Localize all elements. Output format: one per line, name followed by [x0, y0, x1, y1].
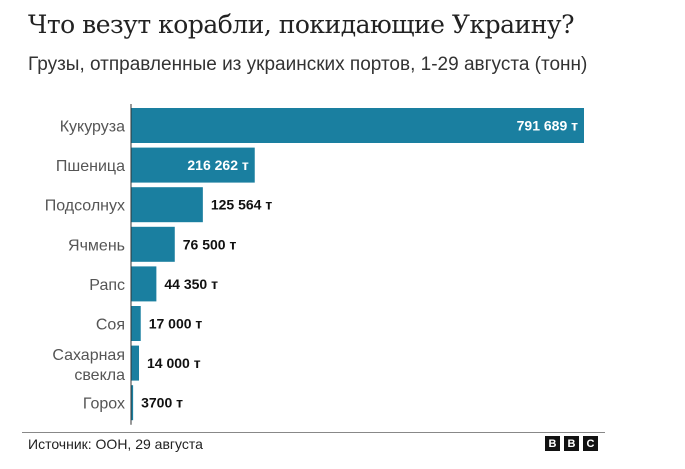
data-label: 791 689 т: [517, 118, 578, 134]
data-label: 17 000 т: [149, 316, 203, 332]
category-label: свекла: [74, 367, 125, 384]
bar: [131, 306, 141, 341]
source-note: Источник: ООН, 29 августа: [28, 436, 203, 452]
chart-title: Что везут корабли, покидающие Украину?: [28, 10, 574, 39]
bar: [131, 266, 157, 302]
bar: [131, 385, 134, 421]
category-label: Горох: [83, 396, 125, 413]
bar: [131, 187, 203, 223]
category-label: Рапс: [89, 277, 125, 294]
data-label: 14 000 т: [147, 355, 201, 371]
bar: [131, 226, 175, 262]
category-label: Ячмень: [68, 237, 125, 254]
category-label: Соя: [96, 317, 125, 334]
footer-divider: [22, 432, 605, 433]
bar: [131, 108, 584, 143]
data-label: 76 500 т: [183, 236, 237, 252]
category-label: Кукуруза: [60, 119, 125, 136]
bar: [131, 345, 140, 381]
chart-subtitle: Грузы, отправленные из украинских портов…: [28, 54, 588, 75]
bar: [131, 147, 255, 183]
data-label: 44 350 т: [164, 276, 218, 292]
data-label: 125 564 т: [211, 197, 272, 213]
data-label: 3700 т: [141, 395, 183, 411]
category-label: Сахарная: [52, 347, 125, 364]
category-label: Подсолнух: [45, 198, 125, 215]
data-label: 216 262 т: [187, 157, 248, 173]
category-label: Пшеница: [56, 158, 125, 175]
